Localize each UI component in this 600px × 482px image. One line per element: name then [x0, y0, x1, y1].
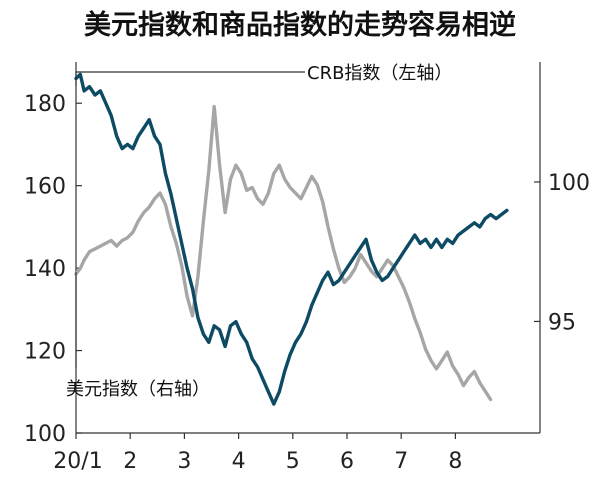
x-tick-label: 6 — [340, 449, 354, 474]
x-tick-label: 20/1 — [53, 449, 102, 474]
left-tick-label: 140 — [24, 257, 66, 282]
left-tick-label: 120 — [24, 340, 66, 365]
crb-series-line — [74, 72, 509, 406]
x-tick-label: 3 — [177, 449, 191, 474]
right-tick-label: 95 — [548, 310, 576, 335]
left-axis-ticks: 100 120 140 160 180 — [24, 92, 82, 447]
crb-annotation-leader — [75, 71, 305, 86]
left-tick-label: 100 — [24, 422, 66, 447]
crb-annotation-label: CRB指数（左轴） — [307, 63, 452, 84]
left-tick-label: 160 — [24, 175, 66, 200]
x-tick-label: 7 — [394, 449, 408, 474]
usd-series-line — [74, 104, 493, 402]
usd-annotation-label: 美元指数（右轴） — [66, 379, 210, 400]
series-group — [74, 72, 509, 406]
right-axis-ticks: 95 100 — [534, 171, 590, 335]
x-tick-label: 5 — [286, 449, 300, 474]
right-tick-label: 100 — [548, 171, 590, 196]
x-tick-label: 2 — [123, 449, 137, 474]
x-tick-label: 8 — [448, 449, 462, 474]
x-tick-label: 4 — [232, 449, 246, 474]
annotations: CRB指数（左轴） 美元指数（右轴） — [66, 63, 452, 400]
x-axis-ticks: 20/1 2 3 4 5 6 7 8 — [53, 433, 462, 474]
left-tick-label: 180 — [24, 92, 66, 117]
chart-title: 美元指数和商品指数的走势容易相逆 — [84, 9, 516, 41]
axes — [75, 62, 541, 434]
